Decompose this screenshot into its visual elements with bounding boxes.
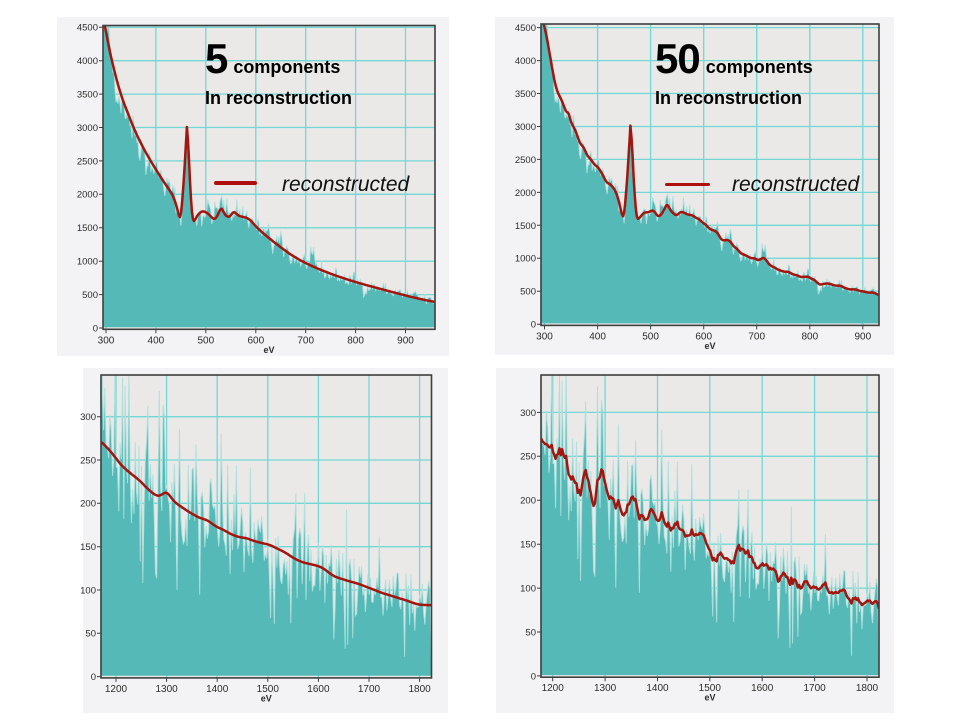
svg-text:0: 0 [91, 672, 96, 683]
svg-text:3000: 3000 [515, 122, 536, 133]
svg-text:150: 150 [80, 542, 96, 553]
svg-text:150: 150 [520, 540, 536, 551]
svg-text:1800: 1800 [856, 683, 879, 694]
svg-text:3500: 3500 [77, 90, 98, 101]
svg-text:1000: 1000 [77, 257, 98, 268]
svg-text:250: 250 [520, 452, 536, 463]
svg-text:1300: 1300 [155, 684, 178, 695]
svg-text:300: 300 [536, 331, 553, 342]
svg-text:1300: 1300 [594, 683, 617, 694]
svg-text:500: 500 [197, 335, 214, 346]
svg-text:4000: 4000 [515, 56, 536, 67]
svg-text:4000: 4000 [77, 56, 98, 67]
svg-text:800: 800 [801, 331, 818, 342]
svg-text:2500: 2500 [515, 155, 536, 166]
svg-text:300: 300 [98, 335, 115, 346]
svg-text:0: 0 [93, 323, 98, 334]
svg-text:eV: eV [263, 345, 274, 355]
svg-text:3500: 3500 [515, 89, 536, 100]
svg-text:1500: 1500 [699, 683, 722, 694]
svg-text:0: 0 [531, 671, 536, 682]
svg-text:eV: eV [704, 341, 715, 351]
svg-text:800: 800 [347, 335, 364, 346]
svg-text:300: 300 [80, 412, 96, 423]
svg-text:900: 900 [397, 335, 414, 346]
svg-text:100: 100 [80, 585, 96, 596]
svg-text:1600: 1600 [307, 684, 330, 695]
svg-text:600: 600 [247, 335, 264, 346]
svg-text:1400: 1400 [646, 683, 669, 694]
svg-text:0: 0 [531, 320, 536, 331]
svg-text:1000: 1000 [515, 254, 536, 265]
svg-text:250: 250 [80, 455, 96, 466]
svg-text:700: 700 [748, 331, 765, 342]
svg-text:100: 100 [520, 584, 536, 595]
svg-text:50: 50 [525, 627, 536, 638]
svg-text:50: 50 [85, 629, 96, 640]
svg-text:1500: 1500 [77, 223, 98, 234]
svg-text:3000: 3000 [77, 123, 98, 134]
svg-text:900: 900 [854, 331, 871, 342]
svg-text:200: 200 [80, 499, 96, 510]
svg-text:200: 200 [520, 496, 536, 507]
svg-text:1600: 1600 [751, 683, 774, 694]
svg-text:1700: 1700 [803, 683, 826, 694]
svg-text:1500: 1500 [257, 684, 280, 695]
svg-text:500: 500 [82, 290, 98, 301]
svg-text:1700: 1700 [358, 684, 381, 695]
svg-text:600: 600 [695, 331, 712, 342]
svg-text:500: 500 [520, 287, 536, 298]
svg-text:2000: 2000 [77, 190, 98, 201]
svg-text:2000: 2000 [515, 188, 536, 199]
svg-text:1500: 1500 [515, 221, 536, 232]
svg-text:700: 700 [297, 335, 314, 346]
svg-text:1800: 1800 [408, 684, 431, 695]
svg-text:400: 400 [589, 331, 606, 342]
svg-text:300: 300 [520, 408, 536, 419]
svg-text:eV: eV [261, 693, 272, 703]
svg-text:eV: eV [704, 693, 715, 703]
svg-text:1200: 1200 [105, 684, 128, 695]
svg-text:1200: 1200 [542, 683, 565, 694]
svg-text:4500: 4500 [77, 23, 98, 34]
svg-text:500: 500 [642, 331, 659, 342]
svg-text:2500: 2500 [77, 156, 98, 167]
svg-text:4500: 4500 [515, 23, 536, 34]
svg-text:1400: 1400 [206, 684, 229, 695]
svg-text:400: 400 [148, 335, 165, 346]
